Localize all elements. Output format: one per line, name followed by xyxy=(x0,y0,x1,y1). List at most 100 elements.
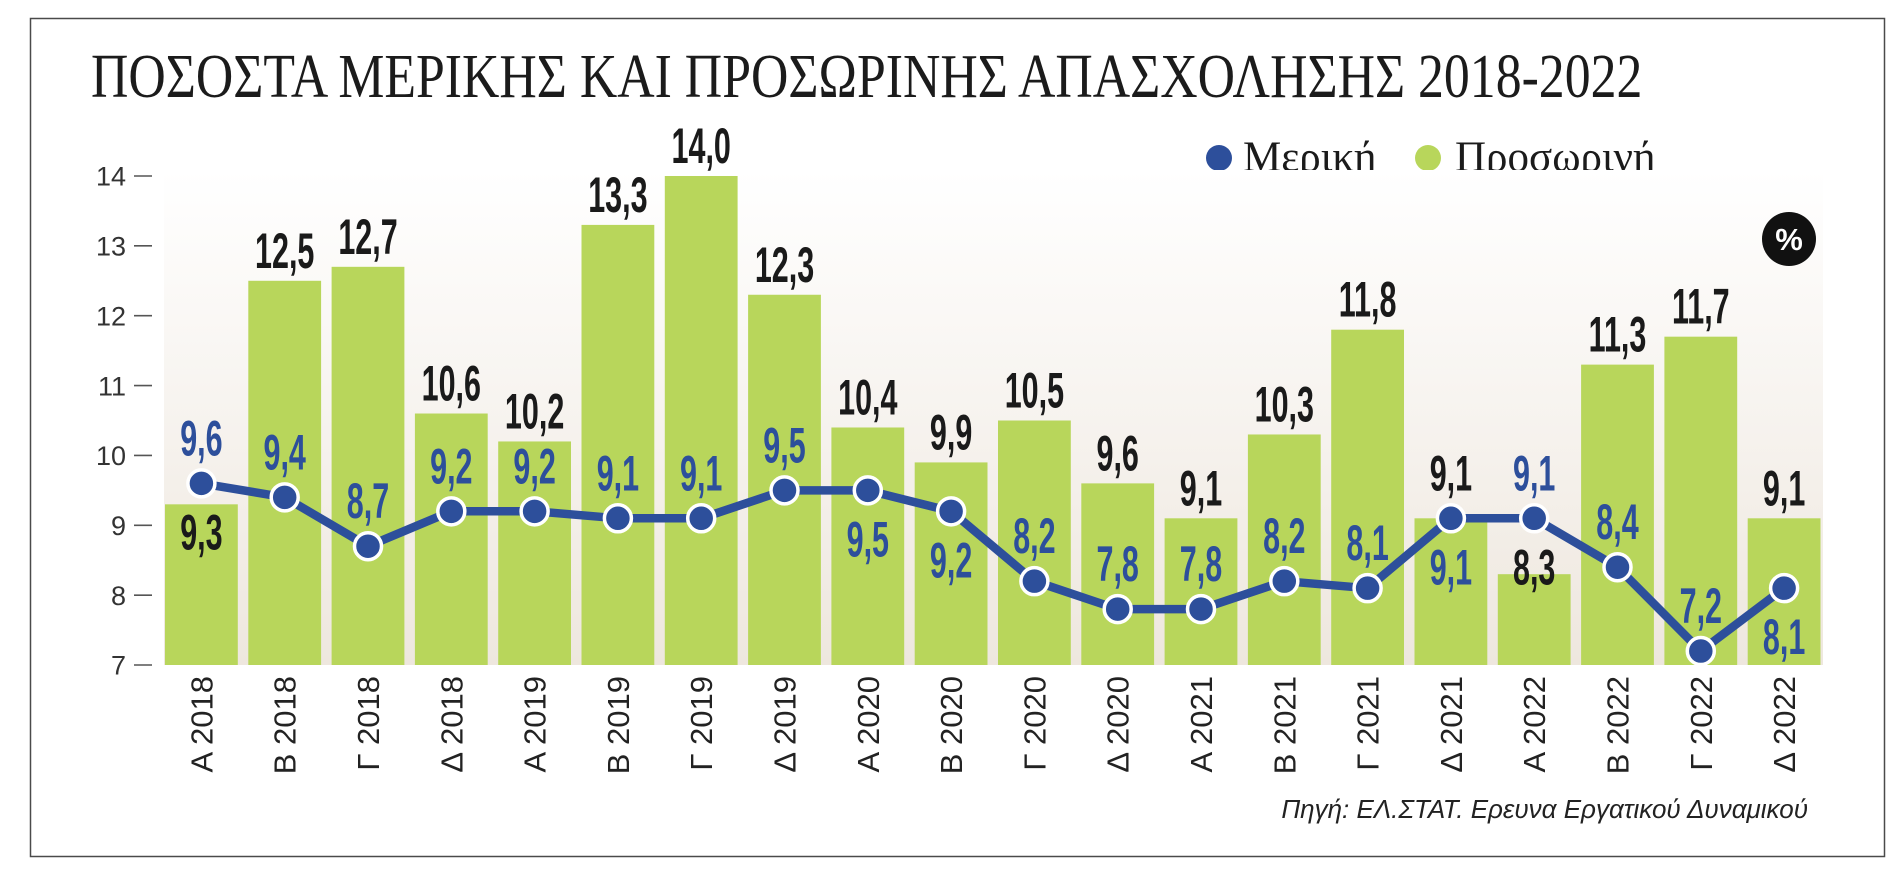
x-tick-label: Α 2020 xyxy=(851,676,886,773)
temporary-bar xyxy=(1497,574,1571,665)
part-time-value-label: 9,2 xyxy=(430,439,472,495)
part-time-marker xyxy=(269,482,300,513)
part-time-marker xyxy=(436,496,467,527)
part-time-value-label: 8,2 xyxy=(1013,509,1055,565)
x-tick-label: Δ 2022 xyxy=(1767,676,1802,773)
x-tick-label: Δ 2018 xyxy=(434,676,469,773)
legend-swatch-temporary xyxy=(1415,145,1441,171)
temporary-value-label: 9,9 xyxy=(930,405,972,461)
part-time-value-label: 8,4 xyxy=(1596,495,1638,551)
part-time-value-label: 9,1 xyxy=(1513,446,1555,502)
chart-frame xyxy=(29,17,1886,858)
part-time-markers xyxy=(186,468,1800,667)
temporary-value-label: 10,4 xyxy=(838,370,897,426)
x-tick-label: Β 2018 xyxy=(268,676,303,774)
part-time-value-label: 7,8 xyxy=(1097,536,1139,592)
part-time-marker xyxy=(1352,572,1383,604)
part-time-marker xyxy=(769,475,800,506)
part-time-value-label: 9,1 xyxy=(597,446,639,502)
part-time-marker xyxy=(1518,503,1550,534)
part-time-value-label: 9,2 xyxy=(513,439,555,495)
part-time-marker xyxy=(1435,503,1467,534)
part-time-value-label: 9,1 xyxy=(680,446,722,502)
x-tick-label: Γ 2021 xyxy=(1351,676,1386,771)
part-time-marker xyxy=(352,530,384,562)
temporary-value-label: 9,3 xyxy=(180,505,222,561)
temporary-value-label: 11,3 xyxy=(1589,307,1647,363)
temporary-bar xyxy=(581,224,655,665)
temporary-value-label: 9,6 xyxy=(1097,426,1139,482)
temporary-value-label: 9,1 xyxy=(1430,446,1472,502)
temporary-bar xyxy=(1331,329,1404,665)
temporary-value-label: 12,5 xyxy=(255,223,314,279)
temporary-bar xyxy=(1664,336,1738,665)
part-time-marker xyxy=(519,496,550,527)
part-time-value-label: 8,7 xyxy=(347,474,389,530)
temporary-value-label: 14,0 xyxy=(672,118,731,174)
part-time-marker xyxy=(1685,635,1717,667)
part-time-value-label: 8,2 xyxy=(1263,509,1305,565)
temporary-value-label: 10,2 xyxy=(505,384,564,440)
part-time-marker xyxy=(1019,565,1050,597)
part-time-marker xyxy=(602,503,634,534)
part-time-value-label: 9,2 xyxy=(930,533,972,589)
temporary-value-label: 11,8 xyxy=(1339,272,1397,328)
temporary-bar xyxy=(664,176,738,665)
y-tick-label: 11 xyxy=(98,371,126,401)
part-time-marker xyxy=(186,468,217,499)
x-tick-label: Γ 2020 xyxy=(1017,676,1052,771)
temporary-value-label: 8,3 xyxy=(1513,540,1555,596)
part-time-marker xyxy=(852,475,884,506)
temporary-value-label: 12,3 xyxy=(755,237,814,293)
temporary-value-label: 10,5 xyxy=(1005,363,1064,419)
y-tick-label: 9 xyxy=(111,511,126,541)
part-time-marker xyxy=(935,496,967,527)
x-tick-label: Β 2020 xyxy=(934,676,969,774)
x-tick-label: Δ 2019 xyxy=(768,676,803,773)
x-tick-label: Α 2019 xyxy=(518,676,553,773)
x-axis: Α 2018 Β 2018 Γ 2018 Δ 2018 Α 2019 Β 2019 Γ 20… xyxy=(184,676,1802,774)
y-tick-label: 12 xyxy=(96,301,126,331)
legend-swatch-part-time xyxy=(1206,145,1232,171)
part-time-value-label: 9,4 xyxy=(264,425,306,481)
x-tick-label: Α 2021 xyxy=(1184,676,1219,773)
part-time-marker xyxy=(685,503,717,534)
y-tick-label: 10 xyxy=(96,441,126,471)
temporary-value-label: 9,1 xyxy=(1180,461,1222,517)
x-tick-label: Γ 2018 xyxy=(351,676,386,771)
temporary-bar xyxy=(1081,483,1155,665)
unit-badge-label: % xyxy=(1775,222,1803,257)
temporary-bar xyxy=(831,427,905,665)
part-time-marker xyxy=(1185,593,1217,625)
part-time-value-label: 9,5 xyxy=(847,512,889,568)
x-tick-label: Α 2022 xyxy=(1517,676,1552,773)
temporary-value-label: 11,7 xyxy=(1672,279,1730,335)
plot-background xyxy=(164,170,1823,665)
y-tick-label: 8 xyxy=(111,581,126,611)
y-axis: 7 8 9 10 11 12 13 14 xyxy=(96,162,152,681)
part-time-value-label: 7,2 xyxy=(1680,578,1722,634)
part-time-value-label: 9,6 xyxy=(180,411,222,467)
temporary-bar xyxy=(498,441,571,665)
x-tick-label: Β 2021 xyxy=(1267,676,1302,774)
temporary-bar xyxy=(1164,518,1238,665)
x-tick-label: Α 2018 xyxy=(184,676,219,773)
temporary-bar xyxy=(165,504,238,665)
chart-title: ΠΟΣΟΣΤΑ ΜΕΡΙΚΗΣ ΚΑΙ ΠΡΟΣΩΡΙΝΗΣ ΑΠΑΣΧΟΛΗΣ… xyxy=(91,43,1642,111)
unit-badge-circle xyxy=(1762,212,1816,266)
unit-badge: % xyxy=(1762,212,1816,266)
x-tick-label: Δ 2020 xyxy=(1101,676,1136,773)
temporary-value-label: 9,1 xyxy=(1763,461,1805,517)
temporary-value-label: 10,6 xyxy=(422,356,481,412)
x-tick-label: Β 2022 xyxy=(1601,676,1636,774)
x-tick-label: Γ 2022 xyxy=(1684,676,1719,771)
y-tick-label: 13 xyxy=(96,232,126,262)
part-time-marker xyxy=(1768,572,1800,604)
part-time-marker xyxy=(1102,593,1133,625)
temporary-value-label: 12,7 xyxy=(338,209,397,265)
x-tick-label: Δ 2021 xyxy=(1434,676,1469,773)
temporary-bar xyxy=(331,266,405,665)
y-tick-label: 14 xyxy=(96,162,126,192)
temporary-bar xyxy=(1247,434,1321,665)
temporary-bar xyxy=(248,280,322,665)
